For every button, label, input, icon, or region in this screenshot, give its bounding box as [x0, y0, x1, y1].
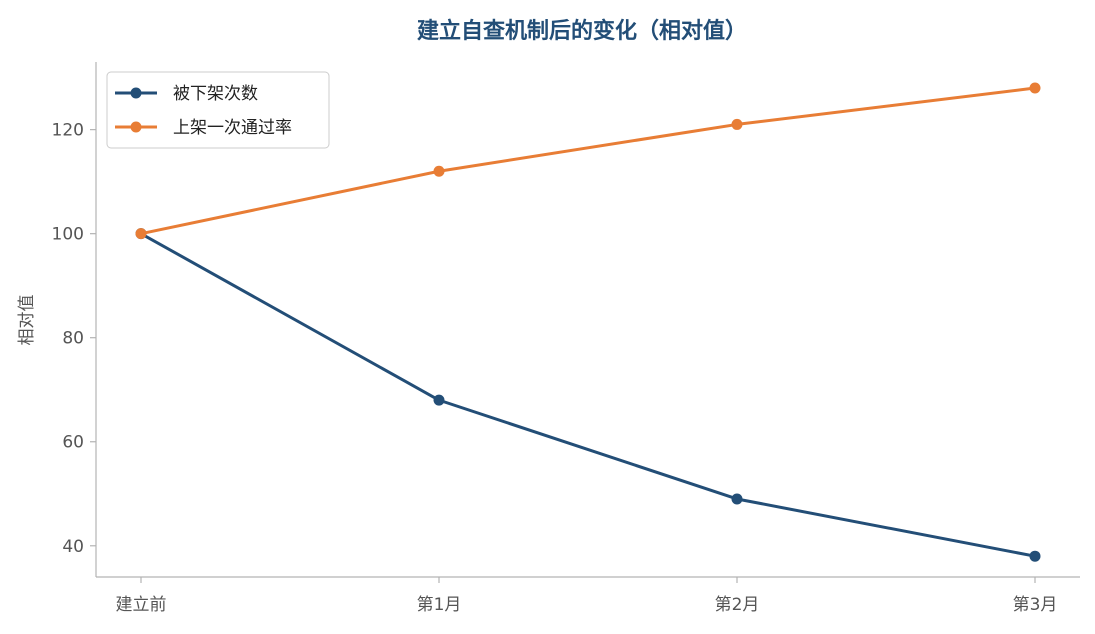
data-point-0-1	[433, 394, 445, 406]
x-tick-label-3: 第3月	[1013, 595, 1058, 615]
y-tick-label-4: 120	[52, 121, 84, 141]
data-point-0-2	[731, 493, 743, 505]
legend-box	[106, 71, 330, 149]
x-ticks: 建立前 第1月 第2月 第3月	[116, 577, 1058, 615]
data-point-1-3	[1029, 82, 1041, 94]
data-point-1-2	[731, 118, 743, 130]
data-point-1-1	[433, 165, 445, 177]
y-tick-label-1: 60	[62, 433, 84, 453]
x-tick-label-2: 第2月	[715, 595, 760, 615]
legend-marker-1	[130, 121, 142, 133]
y-ticks: 40 60 80 100 120	[52, 121, 96, 557]
legend-item-1: 上架一次通过率	[115, 118, 292, 138]
axes	[95, 62, 1080, 578]
series-group	[135, 82, 1041, 562]
chart-title: 建立自查机制后的变化（相对值）	[417, 18, 747, 44]
y-tick-label-0: 40	[62, 537, 84, 557]
legend-label-0: 被下架次数	[173, 84, 258, 104]
y-tick-label-3: 100	[52, 225, 84, 245]
legend-item-0: 被下架次数	[115, 84, 258, 104]
legend-marker-0	[130, 87, 142, 99]
data-point-1-0	[135, 228, 147, 240]
legend-label-1: 上架一次通过率	[173, 118, 292, 138]
y-tick-label-2: 80	[62, 329, 84, 349]
data-point-0-3	[1029, 550, 1041, 562]
series-line-0	[139, 232, 1037, 558]
legend: 被下架次数 上架一次通过率	[106, 71, 330, 149]
series-1	[135, 82, 1041, 240]
y-axis-label: 相对值	[17, 295, 37, 346]
series-line-1	[139, 86, 1037, 236]
x-tick-label-1: 第1月	[417, 595, 462, 615]
x-tick-label-0: 建立前	[116, 595, 167, 615]
series-0	[135, 228, 1041, 562]
